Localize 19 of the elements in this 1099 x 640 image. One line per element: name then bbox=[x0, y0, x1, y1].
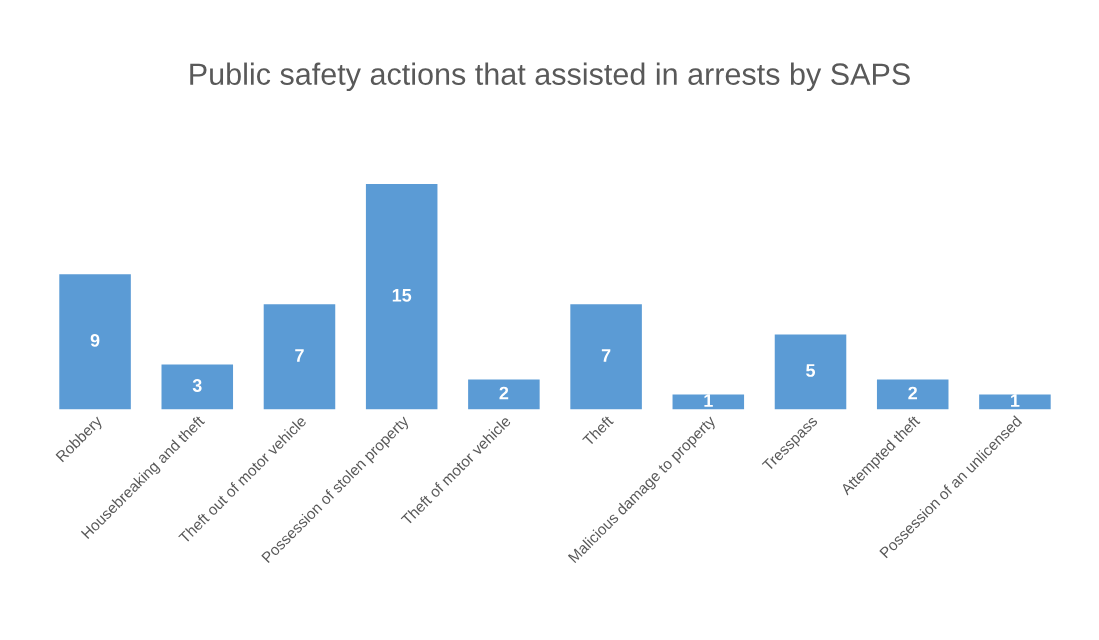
data-label: 7 bbox=[601, 349, 611, 362]
bar bbox=[876, 379, 949, 410]
bar bbox=[59, 274, 131, 410]
data-label: 5 bbox=[806, 364, 816, 377]
bar bbox=[263, 304, 336, 410]
bar bbox=[774, 334, 847, 410]
data-label: 1 bbox=[704, 394, 713, 407]
data-label: 2 bbox=[908, 386, 918, 400]
data-label: 15 bbox=[392, 289, 412, 302]
data-label: 2 bbox=[499, 386, 509, 400]
data-label: 3 bbox=[192, 379, 202, 392]
chart-title: Public safety actions that assisted in arrests by SAPS bbox=[190, 62, 910, 92]
bar bbox=[570, 304, 642, 410]
data-label: 7 bbox=[295, 349, 304, 362]
data-label: 1 bbox=[1011, 394, 1020, 407]
bar bbox=[468, 379, 540, 410]
bar bbox=[161, 364, 234, 410]
data-label: 9 bbox=[90, 334, 100, 347]
bar bbox=[365, 184, 438, 410]
